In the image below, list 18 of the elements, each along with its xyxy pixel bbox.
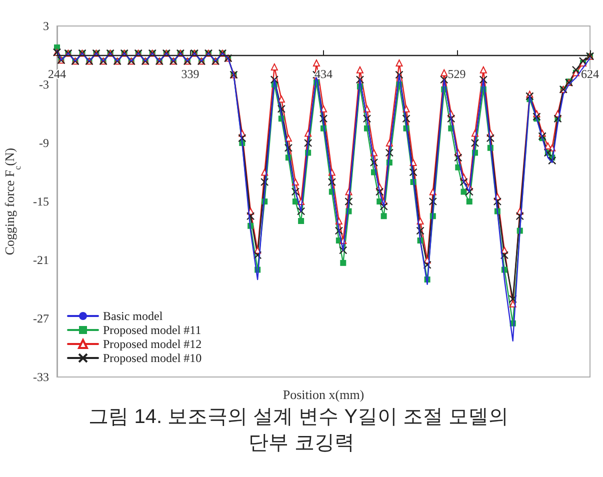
y-tick-label: -9 bbox=[39, 136, 49, 150]
y-tick-label: -27 bbox=[33, 312, 49, 326]
x-axis-title: Position x(mm) bbox=[282, 387, 364, 402]
x-tick-label: 244 bbox=[48, 67, 66, 81]
y-tick-label: -3 bbox=[39, 78, 49, 92]
y-tick-label: -33 bbox=[33, 370, 49, 384]
x-tick-label: 624 bbox=[581, 67, 599, 81]
y-tick-label: -21 bbox=[33, 253, 49, 267]
legend-label: Proposed model #10 bbox=[103, 351, 202, 365]
caption: 그림 14. 보조극의 설계 변수 Y길이 조절 모델의 단부 코깅력 bbox=[88, 406, 514, 454]
legend-label: Proposed model #12 bbox=[103, 337, 202, 351]
legend-label: Basic model bbox=[103, 309, 164, 323]
x-tick-label: 339 bbox=[181, 67, 200, 81]
y-tick-label: -15 bbox=[33, 194, 49, 208]
y-axis-title: Cogging force Fc(N) bbox=[2, 148, 23, 256]
y-tick-label: 3 bbox=[43, 19, 49, 33]
legend-label: Proposed model #11 bbox=[103, 323, 202, 337]
x-tick-label: 529 bbox=[448, 67, 466, 81]
